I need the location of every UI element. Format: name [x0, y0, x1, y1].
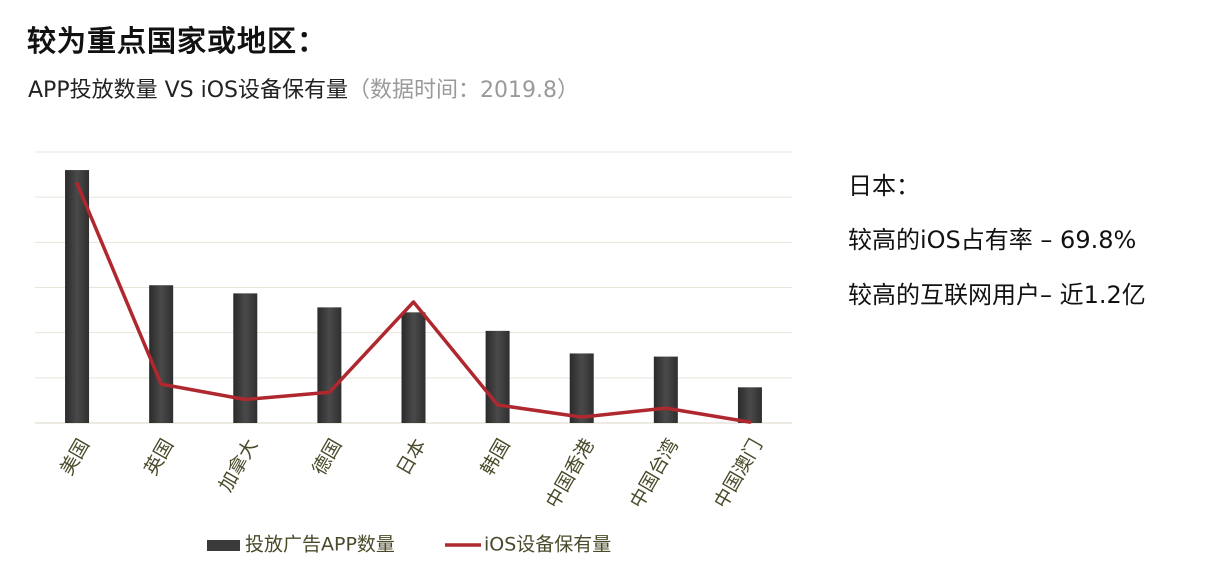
x-axis-tick-labels: 美国 英国 加拿大 德国 日本 韩国 中国香港 中国台湾 中国澳门: [56, 435, 767, 512]
japan-info-panel: 日本： 较高的iOS占有率 – 69.8% 较高的互联网用户– 近1.2亿: [848, 172, 1208, 335]
bar-6: [569, 353, 594, 423]
x-tick-label: 英国: [140, 435, 178, 479]
bar-4: [401, 312, 426, 423]
x-tick-label: 中国台湾: [626, 435, 683, 512]
info-fact-ios-share: 较高的iOS占有率 – 69.8%: [848, 225, 1137, 254]
subtitle-main: APP投放数量 VS iOS设备保有量: [28, 78, 348, 103]
bar-line-chart: 美国 英国 加拿大 德国 日本 韩国 中国香港 中国台湾 中国澳门 投放广告APP数量 iOS设备…: [35, 151, 792, 556]
legend-bar-swatch: [207, 540, 240, 551]
x-tick-label: 中国澳门: [710, 435, 767, 512]
legend-line-label: iOS设备保有量: [484, 534, 611, 556]
x-tick-label: 日本: [393, 435, 431, 479]
bar-7: [653, 356, 678, 423]
x-tick-label: 加拿大: [214, 435, 262, 496]
legend-bar-label: 投放广告APP数量: [245, 534, 395, 556]
info-country: 日本：: [848, 172, 920, 200]
subtitle-date: （数据时间：2019.8）: [347, 78, 579, 103]
bar-0: [65, 170, 90, 423]
page-title: 较为重点国家或地区：: [27, 24, 328, 58]
x-tick-label: 美国: [56, 435, 94, 479]
x-tick-label: 德国: [308, 435, 346, 479]
x-tick-label: 韩国: [477, 435, 515, 479]
bars: [65, 170, 762, 423]
legend: 投放广告APP数量 iOS设备保有量: [207, 534, 611, 556]
info-fact-internet-users: 较高的互联网用户– 近1.2亿: [848, 280, 1146, 309]
bar-2: [233, 293, 258, 423]
chart-subtitle: APP投放数量 VS iOS设备保有量（数据时间：2019.8）: [28, 72, 579, 104]
bar-5: [485, 330, 510, 423]
bar-3: [317, 307, 342, 423]
x-tick-label: 中国香港: [542, 435, 599, 512]
bar-1: [149, 285, 174, 423]
bar-8: [737, 387, 762, 423]
line-series: [75, 181, 752, 424]
